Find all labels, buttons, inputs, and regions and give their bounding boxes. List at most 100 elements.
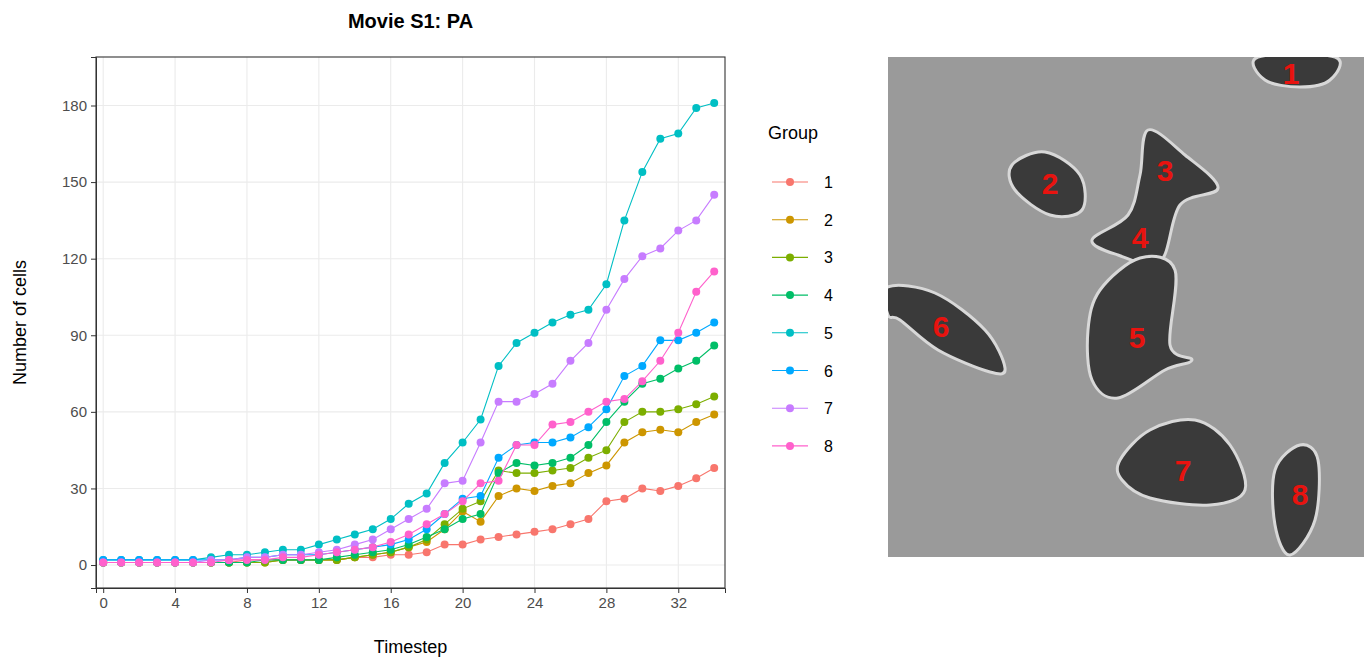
series-point (566, 464, 574, 472)
series-point (99, 558, 107, 566)
series-point (656, 244, 664, 252)
series-line (103, 468, 714, 562)
series-point (117, 558, 125, 566)
tick: 30 (70, 480, 96, 497)
series-point (351, 530, 359, 538)
tick: 32 (670, 588, 687, 611)
series-point (117, 558, 125, 566)
tick: 4 (171, 588, 179, 611)
legend-item: 1 (772, 174, 833, 191)
series-point (261, 556, 269, 564)
series-point (584, 469, 592, 477)
tick-label: 0 (100, 594, 108, 611)
series-point (459, 541, 467, 549)
series-point (495, 533, 503, 541)
image-label: 3 (1157, 154, 1174, 187)
series-point (674, 130, 682, 138)
colony (1092, 130, 1218, 265)
series-point (656, 487, 664, 495)
series-point (135, 558, 143, 566)
series-point (279, 553, 287, 561)
series-point (656, 426, 664, 434)
legend-label: 1 (824, 174, 833, 191)
series-point (171, 558, 179, 566)
series-point (135, 558, 143, 566)
series-point (423, 520, 431, 528)
tick-label: 180 (62, 97, 87, 114)
series-point (692, 418, 700, 426)
series-point (117, 558, 125, 566)
grid-line-y (96, 335, 725, 336)
series-point (495, 398, 503, 406)
tick: 16 (383, 588, 400, 611)
plot-background (96, 57, 725, 588)
series-point (153, 558, 161, 566)
series-point (584, 515, 592, 523)
series-point (405, 515, 413, 523)
series-point (441, 525, 449, 533)
series-point (189, 558, 197, 566)
series-point (638, 428, 646, 436)
series-point (333, 548, 341, 556)
colony (888, 285, 1005, 374)
colony (1272, 445, 1319, 555)
series-point (692, 400, 700, 408)
legend: Group12345678 (768, 123, 833, 455)
series-point (692, 357, 700, 365)
series-point (548, 459, 556, 467)
chart-root: Movie S1: PA0481216202428320306090120150… (0, 0, 1368, 663)
tick-label: 8 (243, 594, 251, 611)
legend-label: 5 (824, 325, 833, 342)
series-point (477, 479, 485, 487)
series-point (566, 418, 574, 426)
series-point (602, 306, 610, 314)
grid-line-x (246, 57, 247, 588)
series-point (638, 484, 646, 492)
series-point (441, 479, 449, 487)
series-point (531, 441, 539, 449)
tick-mark (91, 488, 96, 489)
tick-mark (103, 588, 104, 593)
tick: 12 (311, 588, 328, 611)
series-point (261, 556, 269, 564)
series-point (710, 341, 718, 349)
series-point (261, 556, 269, 564)
series-point (620, 438, 628, 446)
series-point (584, 306, 592, 314)
series-point (441, 525, 449, 533)
series-point (710, 267, 718, 275)
series-point (477, 535, 485, 543)
tick: 0 (79, 556, 96, 573)
series-point (692, 329, 700, 337)
series-point (656, 357, 664, 365)
axis-line (91, 58, 97, 589)
series-point (477, 510, 485, 518)
series-point (297, 553, 305, 561)
series-point (620, 372, 628, 380)
series-point (602, 280, 610, 288)
series-point (171, 558, 179, 566)
series-point (602, 446, 610, 454)
tick-mark (463, 588, 464, 593)
series-point (656, 408, 664, 416)
series-point (513, 459, 521, 467)
series-point (477, 518, 485, 526)
series-point (153, 558, 161, 566)
legend-item: 6 (772, 363, 833, 380)
series-point (99, 558, 107, 566)
series-point (171, 558, 179, 566)
tick-label: 24 (527, 594, 544, 611)
series-point (513, 441, 521, 449)
series-point (189, 558, 197, 566)
legend-item: 8 (772, 438, 833, 455)
series-point (548, 380, 556, 388)
series-point (153, 558, 161, 566)
series-point (441, 541, 449, 549)
legend-label: 7 (824, 400, 833, 417)
series-point (620, 495, 628, 503)
series-point (225, 556, 233, 564)
series-point (674, 227, 682, 235)
series-point (495, 362, 503, 370)
tick-label: 120 (62, 250, 87, 267)
tick-label: 32 (670, 594, 687, 611)
